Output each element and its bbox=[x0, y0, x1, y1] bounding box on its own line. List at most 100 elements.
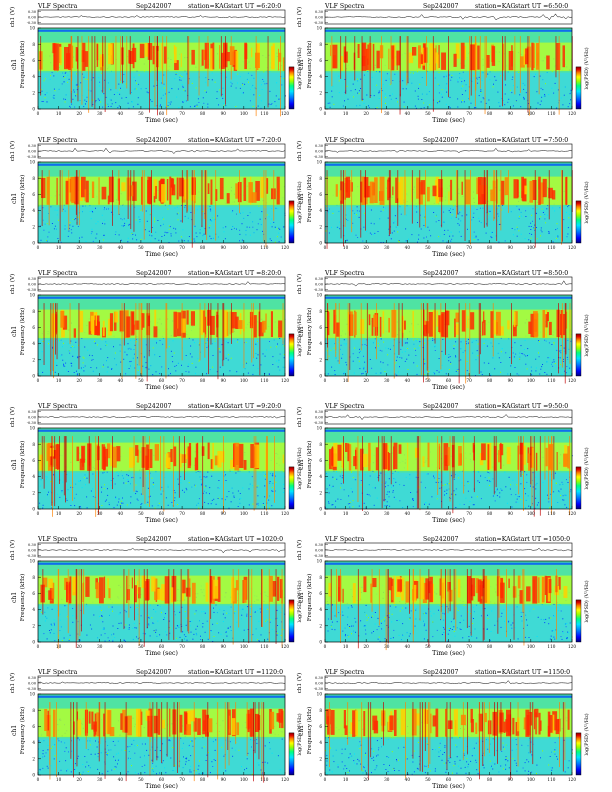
spectrogram-speck bbox=[492, 495, 494, 497]
spectrogram-speck bbox=[188, 363, 190, 365]
spectrogram-speck bbox=[86, 477, 88, 479]
spectrogram-speck bbox=[501, 98, 503, 100]
spectrogram-speck bbox=[284, 613, 286, 615]
spectrogram-speck bbox=[114, 234, 116, 235]
spectrogram-speck bbox=[532, 208, 534, 210]
spectrogram-speck bbox=[162, 217, 164, 219]
spectrogram-speck bbox=[399, 484, 401, 486]
spectrogram-speck bbox=[258, 205, 260, 207]
spectrogram-speck bbox=[83, 106, 85, 108]
spectrogram-speck bbox=[467, 481, 469, 483]
spectrogram-speck bbox=[173, 227, 175, 229]
spectrogram-speck bbox=[42, 219, 44, 221]
freq-tick-label: 2 bbox=[32, 357, 35, 362]
spectrogram-streak bbox=[188, 36, 190, 85]
spectrogram-burst bbox=[235, 183, 240, 199]
spectrogram-speck bbox=[239, 240, 240, 242]
spectrogram-speck bbox=[433, 212, 435, 213]
spectrogram-speck bbox=[81, 369, 83, 371]
spectrogram-burst bbox=[215, 189, 218, 201]
spectrogram-speck bbox=[92, 77, 94, 79]
spectrogram-burst bbox=[547, 312, 549, 322]
spectrogram-speck bbox=[77, 373, 78, 375]
spectrogram-speck bbox=[212, 366, 214, 368]
spectrogram-speck bbox=[80, 367, 82, 369]
spectrogram-burst bbox=[427, 186, 430, 202]
spectrogram-speck bbox=[131, 477, 133, 479]
spectrogram-speck bbox=[356, 210, 358, 212]
spectrogram-speck bbox=[153, 217, 155, 219]
spectrogram-speck bbox=[53, 94, 55, 96]
spectrogram-speck bbox=[103, 627, 105, 629]
spectrogram-speck bbox=[542, 212, 544, 213]
spectrogram-speck bbox=[81, 487, 83, 489]
spectrogram-burst bbox=[161, 43, 163, 69]
spectrogram-burst bbox=[453, 53, 457, 67]
spectrogram-speck bbox=[103, 471, 105, 473]
spectrogram-speck bbox=[103, 219, 105, 221]
spectrogram-speck bbox=[264, 496, 266, 498]
spectrogram-burst bbox=[148, 176, 152, 205]
spectrogram-streak bbox=[369, 36, 371, 98]
spectrogram-speck bbox=[551, 344, 553, 345]
spectrogram-speck bbox=[73, 89, 75, 91]
spectrogram-speck bbox=[94, 342, 96, 344]
spectrogram-speck bbox=[380, 368, 382, 370]
spectrogram-speck bbox=[364, 74, 365, 76]
spectrogram-speck bbox=[181, 364, 182, 366]
spectrogram-speck bbox=[357, 78, 358, 80]
spectrogram-speck bbox=[448, 488, 450, 490]
spectrogram-speck bbox=[98, 99, 100, 101]
spectrogram-speck bbox=[257, 485, 259, 487]
spectrogram-burst bbox=[233, 443, 236, 467]
spectrogram-speck bbox=[542, 482, 544, 484]
spectrogram-speck bbox=[246, 362, 247, 364]
spectrogram-speck bbox=[541, 208, 543, 210]
spectrogram-speck bbox=[499, 496, 501, 498]
spectrogram-low-band bbox=[38, 339, 285, 376]
spectrogram-speck bbox=[70, 486, 72, 488]
colorbar-label: log(PSD) (V²/Hz) bbox=[583, 314, 590, 356]
spectrogram-speck bbox=[436, 214, 437, 216]
freq-tick-label: 8 bbox=[32, 309, 35, 314]
time-tick-label: 90 bbox=[508, 111, 514, 116]
spectrogram-speck bbox=[428, 229, 430, 231]
spectrogram-burst bbox=[396, 51, 398, 70]
spectrogram-speck bbox=[108, 640, 110, 642]
spectrogram-burst bbox=[175, 312, 179, 329]
spectrogram-speck bbox=[564, 370, 565, 372]
spectrogram-speck bbox=[466, 214, 468, 216]
spectrogram-speck bbox=[185, 487, 187, 489]
spectrogram-burst bbox=[348, 444, 352, 471]
spectrogram-speck bbox=[210, 630, 212, 631]
spectrogram-speck bbox=[171, 88, 173, 90]
spectrogram-speck bbox=[486, 223, 488, 225]
spectrogram-speck bbox=[148, 623, 150, 625]
spectrogram-speck bbox=[139, 221, 141, 223]
spectrogram-speck bbox=[447, 229, 449, 231]
spectrogram-speck bbox=[530, 229, 532, 230]
spectrogram-speck bbox=[176, 213, 178, 215]
spectrogram-speck bbox=[404, 351, 406, 353]
spectrogram-speck bbox=[97, 221, 99, 223]
spectrogram-streak bbox=[437, 436, 439, 495]
spectrogram-speck bbox=[204, 501, 206, 503]
spectrogram-speck bbox=[352, 210, 354, 212]
spectrogram-speck bbox=[539, 235, 541, 237]
spectrogram-speck bbox=[478, 220, 480, 222]
spectrogram-speck bbox=[101, 339, 103, 341]
spectrogram-speck bbox=[491, 237, 493, 239]
spectrogram-streak bbox=[75, 170, 77, 215]
spectrogram-burst bbox=[481, 194, 485, 205]
spectrogram-speck bbox=[111, 70, 112, 72]
spectrogram-speck bbox=[557, 235, 559, 236]
spectrogram-speck bbox=[438, 101, 440, 103]
spectrogram-speck bbox=[498, 205, 500, 207]
spectrogram-speck bbox=[67, 74, 69, 76]
spectrogram-speck bbox=[463, 504, 465, 505]
spectrogram-speck bbox=[160, 97, 162, 99]
time-tick-label: 80 bbox=[200, 111, 206, 116]
spectrogram-speck bbox=[45, 476, 47, 478]
spectrogram-streak bbox=[544, 436, 546, 480]
spectrogram-speck bbox=[112, 640, 114, 642]
